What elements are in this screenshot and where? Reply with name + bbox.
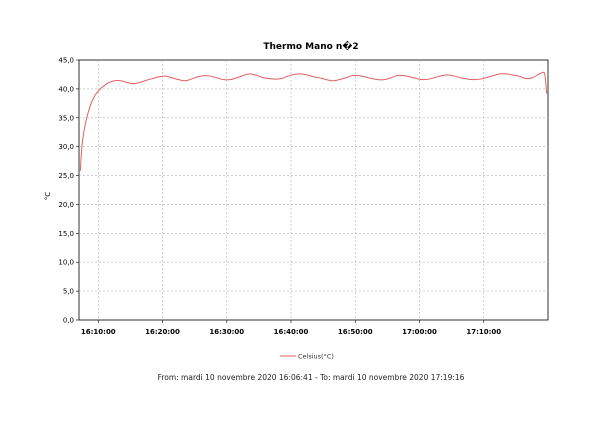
y-tick-label: 20,0 bbox=[58, 201, 74, 209]
x-tick-label: 17:00:00 bbox=[402, 328, 437, 336]
y-tick-label: 10,0 bbox=[58, 259, 74, 267]
y-tick-label: 30,0 bbox=[58, 143, 74, 151]
legend-label: Celsius(°C) bbox=[298, 353, 334, 361]
x-tick-label: 17:10:00 bbox=[466, 328, 501, 336]
x-tick-label: 16:20:00 bbox=[145, 328, 180, 336]
y-tick-label: 15,0 bbox=[58, 230, 74, 238]
y-tick-label: 5,0 bbox=[63, 288, 74, 296]
y-tick-label: 35,0 bbox=[58, 114, 74, 122]
chart-title: Thermo Mano n�2 bbox=[263, 40, 358, 52]
x-tick-label: 16:50:00 bbox=[338, 328, 373, 336]
x-tick-label: 16:30:00 bbox=[209, 328, 244, 336]
x-tick-label: 16:40:00 bbox=[274, 328, 309, 336]
time-range-text: From: mardi 10 novembre 2020 16:06:41 - … bbox=[158, 373, 465, 382]
plot-area bbox=[78, 59, 549, 321]
grid bbox=[79, 60, 548, 320]
y-axis: 0,0 5,0 10,0 15,0 20,0 25,0 30,0 35,0 40,0 45,0 bbox=[58, 57, 79, 325]
y-tick-label: 45,0 bbox=[58, 57, 74, 65]
y-axis-label: °C bbox=[44, 192, 52, 201]
y-tick-label: 40,0 bbox=[58, 85, 74, 93]
legend: Celsius(°C) bbox=[280, 353, 334, 361]
y-tick-label: 25,0 bbox=[58, 172, 74, 180]
y-tick-label: 0,0 bbox=[63, 317, 74, 325]
x-tick-label: 16:10:00 bbox=[81, 328, 116, 336]
x-axis: 16:10:00 16:20:00 16:30:00 16:40:00 16:50:00… bbox=[81, 320, 501, 336]
series-line-celsius bbox=[79, 71, 548, 171]
series-layer bbox=[79, 71, 548, 171]
